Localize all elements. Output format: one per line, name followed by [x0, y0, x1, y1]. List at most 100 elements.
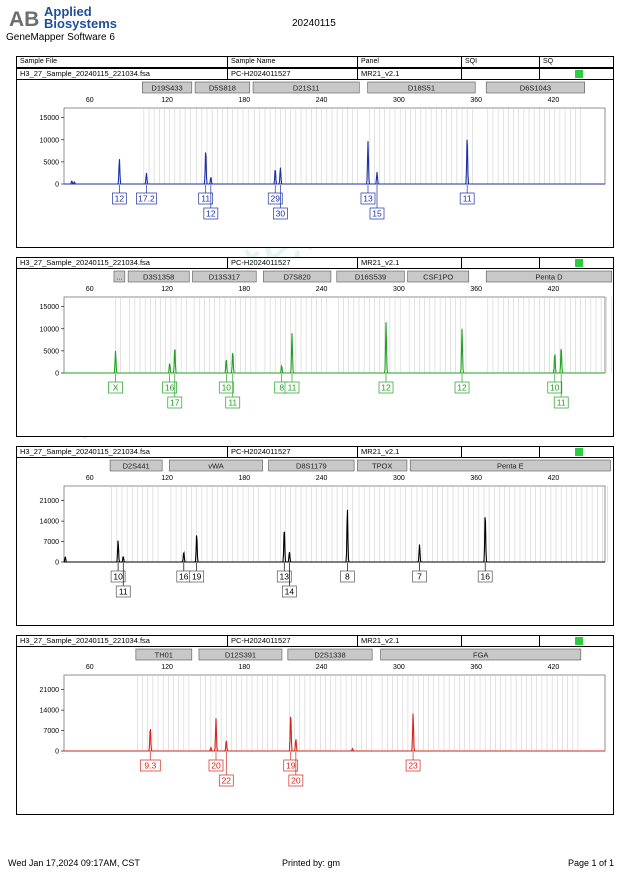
ab-logo-icon: AB: [8, 6, 42, 30]
marker-label: vWA: [208, 462, 224, 471]
panel-info: H3_27_Sample_20240115_221034.fsa PC-H202…: [17, 69, 613, 80]
quality-indicator-icon: [575, 259, 583, 267]
marker-label: D13S317: [209, 273, 240, 282]
allele-label: 30: [276, 209, 286, 219]
sample-name: PC-H2024011527: [231, 258, 291, 267]
marker-bar: [380, 648, 582, 661]
allele-box: [189, 570, 205, 583]
allele-label: 9.3: [144, 761, 156, 771]
quality-indicator-icon: [575, 70, 583, 78]
marker-bar: [485, 270, 613, 283]
sample-name: PC-H2024011527: [231, 69, 291, 78]
y-tick-label: 14000: [40, 519, 60, 526]
col-sqi: SQI: [465, 58, 478, 65]
marker-bar: [113, 270, 126, 283]
sample-file: H3_27_Sample_20240115_221034.fsa: [20, 69, 150, 78]
x-tick-label: 180: [238, 286, 250, 293]
allele-box: [203, 207, 219, 220]
marker-bar: [169, 459, 263, 472]
y-tick-label: 0: [55, 182, 59, 189]
allele-box: [115, 585, 131, 598]
y-tick-label: 7000: [43, 728, 59, 735]
allele-label: 22: [222, 776, 232, 786]
allele-label: 14: [285, 587, 295, 597]
panel-blue: H3_27_Sample_20240115_221034.fsa PC-H202…: [16, 68, 614, 248]
footer-printed-by: Printed by: gm: [282, 858, 341, 868]
marker-bar: [485, 81, 585, 94]
col-sample-file: Sample File: [20, 58, 57, 65]
marker-bar: [192, 270, 257, 283]
marker-bar: [357, 459, 408, 472]
x-tick-label: 60: [86, 97, 94, 104]
allele-label: 13: [363, 194, 373, 204]
x-tick-label: 60: [86, 664, 94, 671]
x-tick-label: 240: [316, 664, 328, 671]
plot-area: [63, 485, 606, 563]
marker-bar: [252, 81, 360, 94]
allele-label: 8: [279, 383, 284, 393]
allele-label: 11: [228, 398, 237, 408]
y-tick-label: 15000: [40, 304, 60, 311]
allele-box: [112, 192, 127, 205]
marker-label: D7S820: [284, 273, 311, 282]
allele-label: 11: [288, 383, 297, 393]
allele-label: 11: [201, 194, 210, 204]
x-tick-label: 420: [548, 664, 560, 671]
x-tick-label: 60: [86, 475, 94, 482]
marker-bar: [194, 81, 251, 94]
marker-label: D19S433: [151, 84, 182, 93]
allele-box: [283, 759, 299, 772]
marker-label: D5S818: [209, 84, 236, 93]
allele-box: [198, 192, 214, 205]
marker-label: D8S1179: [296, 462, 327, 471]
marker-bar: [127, 270, 190, 283]
allele-label: 19: [286, 761, 296, 771]
x-tick-label: 240: [316, 286, 328, 293]
x-tick-label: 360: [470, 475, 482, 482]
x-tick-label: 420: [548, 475, 560, 482]
allele-box: [167, 396, 183, 409]
marker-label: TH01: [155, 651, 173, 660]
panel-name: MR21_v2.1: [361, 447, 400, 456]
allele-label: 16: [179, 572, 189, 582]
allele-box: [360, 192, 376, 205]
allele-label: 10: [550, 383, 560, 393]
y-tick-label: 10000: [40, 326, 60, 333]
software-name: GeneMapper Software 6: [6, 32, 115, 43]
panel-name: MR21_v2.1: [361, 258, 400, 267]
x-tick-label: 300: [393, 97, 405, 104]
allele-label: 12: [381, 383, 391, 393]
y-tick-label: 21000: [40, 687, 60, 694]
marker-label: D3S1358: [143, 273, 174, 282]
electropherogram-black: D2S441 vWA D8S1179 TPOX Penta E 60 120 180 240 30…: [40, 459, 611, 598]
allele-label: 20: [211, 761, 221, 771]
allele-box: [139, 759, 161, 772]
marker-label: D2S441: [123, 462, 150, 471]
allele-label: 12: [115, 194, 125, 204]
marker-label: Penta D: [535, 273, 563, 282]
allele-label: 19: [192, 572, 202, 582]
allele-box: [412, 570, 427, 583]
allele-box: [378, 381, 394, 394]
x-tick-label: 120: [161, 97, 173, 104]
logo-line-2: Biosystems: [44, 16, 117, 31]
allele-label: 11: [119, 587, 128, 597]
y-tick-label: 21000: [40, 498, 60, 505]
panel-green: H3_27_Sample_20240115_221034.fsa PC-H202…: [16, 257, 614, 437]
allele-box: [267, 192, 283, 205]
quality-indicator-icon: [575, 448, 583, 456]
x-tick-label: 360: [470, 97, 482, 104]
allele-box: [369, 207, 385, 220]
allele-label: 29: [271, 194, 281, 204]
allele-box: [273, 207, 288, 220]
allele-label: 11: [463, 194, 472, 204]
marker-bar: [135, 648, 193, 661]
x-tick-label: 180: [238, 475, 250, 482]
plot-area: [63, 674, 606, 752]
allele-box: [110, 570, 126, 583]
sample-file: H3_27_Sample_20240115_221034.fsa: [20, 447, 150, 456]
marker-bar: [367, 81, 476, 94]
allele-box: [225, 396, 241, 409]
sample-name: PC-H2024011527: [231, 447, 291, 456]
y-tick-label: 14000: [40, 708, 60, 715]
